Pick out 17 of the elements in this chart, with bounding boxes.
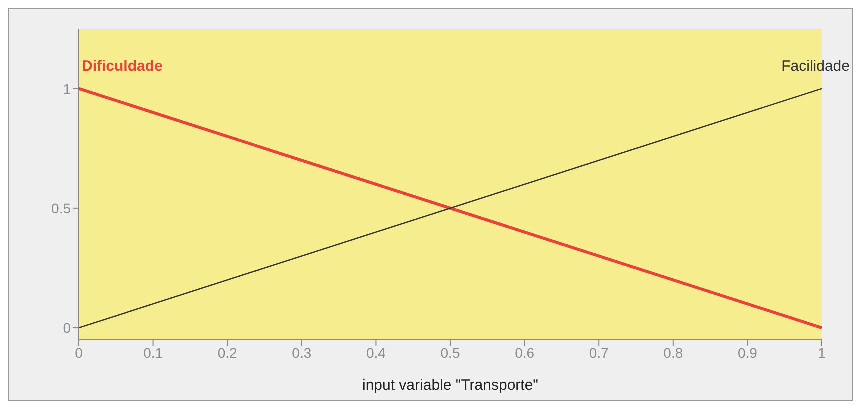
y-tick-label: 1 (63, 80, 72, 97)
series-label: Facilidade (782, 58, 850, 75)
x-tick-label: 0.9 (738, 344, 758, 361)
x-axis-title: input variable "Transporte" (362, 377, 539, 394)
x-tick-label: 0.3 (292, 344, 312, 361)
series-label: Dificuldade (82, 58, 163, 75)
y-tick-label: 0 (63, 320, 72, 336)
x-tick-label: 1 (818, 344, 826, 361)
x-tick-label: 0.1 (144, 344, 164, 361)
x-tick-label: 0.4 (366, 344, 386, 361)
x-tick-label: 0.5 (440, 344, 460, 361)
x-tick-label: 0.7 (589, 344, 610, 361)
y-tick-label: 0.5 (52, 200, 72, 216)
x-tick-label: 0 (75, 344, 84, 361)
x-tick-label: 0.6 (515, 344, 535, 361)
x-tick-label: 0.8 (664, 344, 684, 361)
x-tick-label: 0.2 (218, 344, 238, 361)
